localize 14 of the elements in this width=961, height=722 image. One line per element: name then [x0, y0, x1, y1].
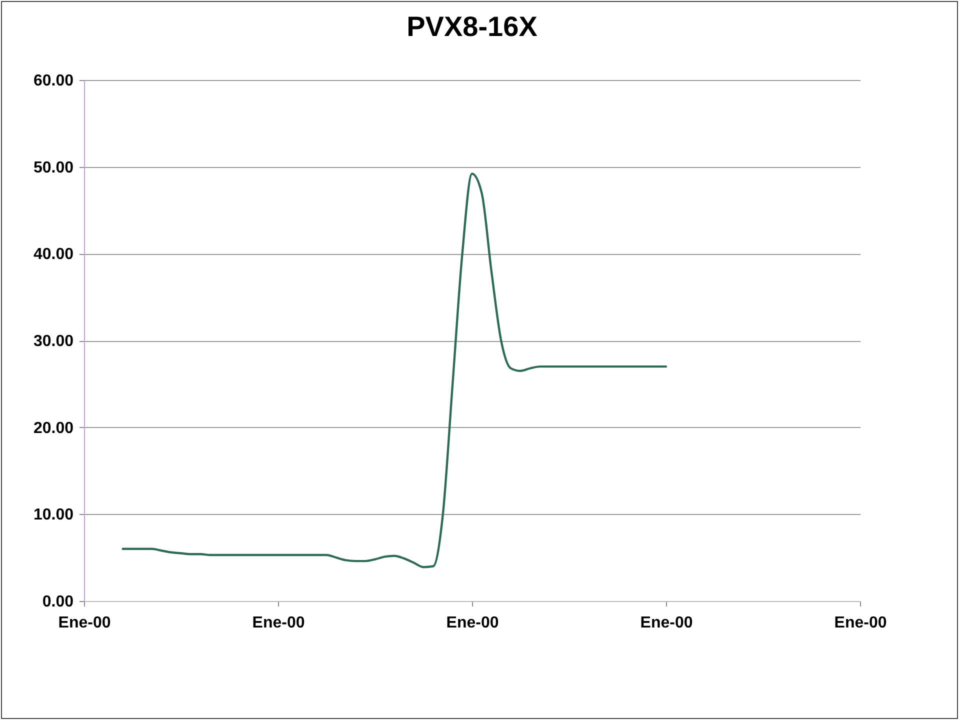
- y-tick-label: 20.00: [33, 420, 74, 437]
- x-tick-label: Ene-00: [834, 614, 887, 632]
- y-tick-label: 40.00: [33, 246, 74, 264]
- x-tick-label: Ene-00: [446, 614, 499, 632]
- y-tick-label: 10.00: [33, 506, 74, 524]
- y-tick-label: 60.00: [33, 72, 74, 90]
- x-tick-label: Ene-00: [58, 614, 111, 632]
- chart-title: PVX8-16X: [406, 11, 538, 42]
- line-series: [122, 172, 668, 568]
- y-tick-label: 30.00: [33, 333, 74, 350]
- x-tick-label: Ene-00: [252, 614, 305, 632]
- y-tick-label: 50.00: [33, 159, 74, 176]
- x-tick-label: Ene-00: [640, 614, 693, 632]
- y-tick-label: 0.00: [42, 594, 74, 610]
